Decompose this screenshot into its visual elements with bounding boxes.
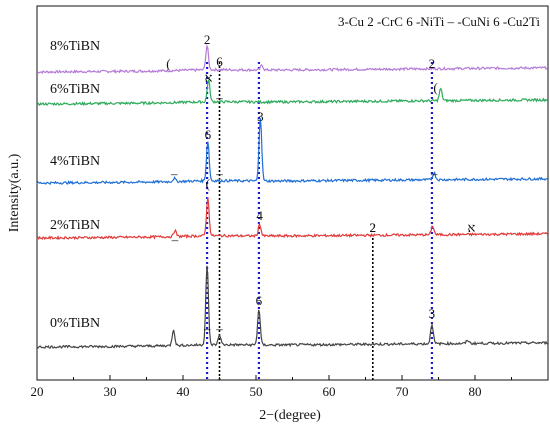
peak-marker-label: 2: [370, 220, 377, 235]
reference-lines: [205, 62, 434, 380]
peak-marker-label: 6: [216, 54, 223, 69]
peak-marker-label: –: [203, 321, 211, 336]
peak-marker-label: –: [215, 90, 223, 105]
peak-marker-label: –: [170, 166, 178, 181]
peak-marker-label: –: [171, 232, 179, 247]
peak-marker-label: (: [206, 176, 210, 191]
x-axis-ticks: 20 30 40 50 60 70 80: [31, 375, 512, 399]
peak-marker-label: 6: [256, 293, 263, 308]
series-layer: 8%TiBN 6%TiBN 4%TiBN 2%TiBN 0%TiBN: [36, 39, 549, 349]
peak-marker-label: –: [430, 166, 438, 181]
x-tick-label: 80: [469, 384, 482, 399]
peak-marker-label: 2: [204, 32, 211, 47]
series-label: 2%TiBN: [50, 218, 100, 233]
peak-markers: (26 2א–(–6–3––(42 א– –623: [166, 32, 475, 336]
y-axis-label: Intensity(a.u.): [7, 153, 22, 232]
peak-marker-label: 3: [257, 109, 264, 124]
series-line: [36, 79, 549, 107]
legend-text: 3-Cu 2 -CrC 6 -NiTi – -CuNi 6 -Cu2Ti: [338, 14, 540, 29]
series-line: [36, 197, 548, 241]
peak-marker-label: –: [215, 166, 223, 181]
series-line: [36, 118, 548, 186]
peak-marker-label: 3: [429, 306, 436, 321]
x-tick-label: 70: [396, 384, 409, 399]
plot-frame: [36, 5, 549, 381]
series-label: 0%TiBN: [50, 316, 100, 331]
x-tick-label: 30: [104, 384, 117, 399]
peak-marker-label: א: [205, 70, 213, 85]
peak-marker-label: א: [467, 220, 475, 235]
series-line: [36, 43, 549, 75]
x-tick-label: 60: [323, 384, 336, 399]
x-axis-label: 2−(degree): [259, 408, 321, 423]
peak-marker-label: 6: [205, 127, 212, 142]
peak-marker-label: 2: [370, 220, 377, 235]
x-tick-label: 40: [177, 384, 190, 399]
series-label: 6%TiBN: [50, 82, 100, 97]
peak-marker-label: 4: [256, 208, 263, 223]
series-label: 8%TiBN: [50, 39, 100, 54]
peak-marker-label: (: [166, 56, 170, 71]
series-label: 4%TiBN: [50, 154, 100, 169]
peak-marker-label: 2: [429, 56, 436, 71]
x-tick-label: 50: [250, 384, 263, 399]
series-line: [36, 265, 548, 349]
peak-marker-label: (: [433, 80, 437, 95]
x-tick-label: 20: [31, 384, 44, 399]
peak-marker-label: –: [215, 321, 223, 336]
